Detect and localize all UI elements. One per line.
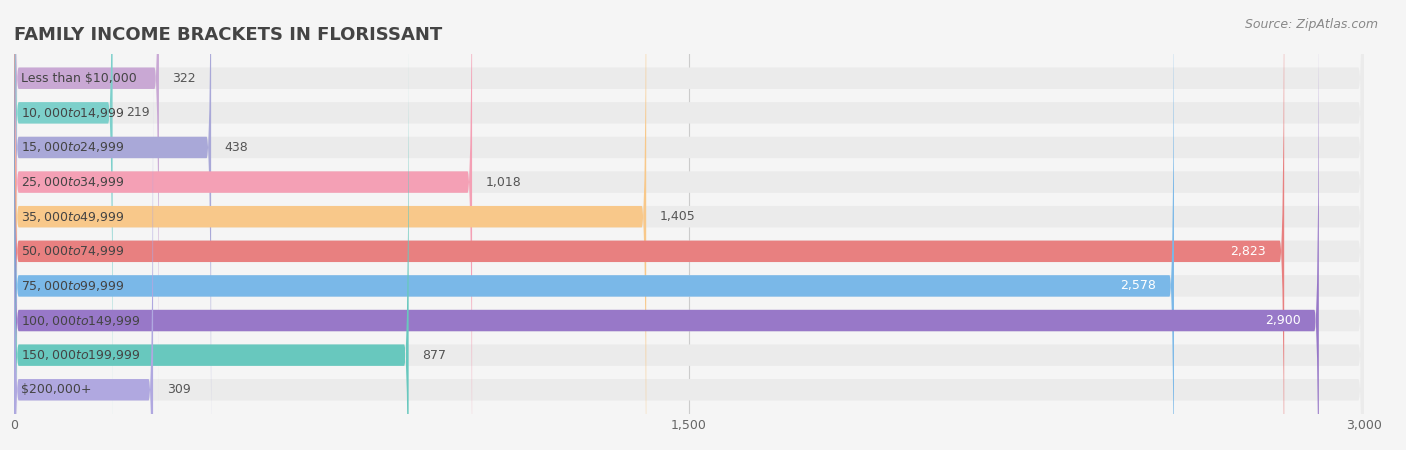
FancyBboxPatch shape bbox=[14, 54, 153, 450]
Text: 2,823: 2,823 bbox=[1230, 245, 1267, 258]
FancyBboxPatch shape bbox=[14, 0, 472, 450]
Text: $15,000 to $24,999: $15,000 to $24,999 bbox=[21, 140, 124, 154]
Text: 438: 438 bbox=[225, 141, 249, 154]
FancyBboxPatch shape bbox=[14, 0, 1284, 450]
Text: $35,000 to $49,999: $35,000 to $49,999 bbox=[21, 210, 124, 224]
FancyBboxPatch shape bbox=[14, 0, 1364, 450]
FancyBboxPatch shape bbox=[14, 0, 1364, 450]
FancyBboxPatch shape bbox=[14, 0, 1364, 450]
Text: FAMILY INCOME BRACKETS IN FLORISSANT: FAMILY INCOME BRACKETS IN FLORISSANT bbox=[14, 26, 443, 44]
Text: 1,018: 1,018 bbox=[485, 176, 522, 189]
Text: 309: 309 bbox=[166, 383, 190, 396]
Text: $75,000 to $99,999: $75,000 to $99,999 bbox=[21, 279, 124, 293]
Text: Source: ZipAtlas.com: Source: ZipAtlas.com bbox=[1244, 18, 1378, 31]
FancyBboxPatch shape bbox=[14, 0, 1364, 450]
Text: $50,000 to $74,999: $50,000 to $74,999 bbox=[21, 244, 124, 258]
FancyBboxPatch shape bbox=[14, 20, 409, 450]
Text: 2,578: 2,578 bbox=[1121, 279, 1156, 292]
FancyBboxPatch shape bbox=[14, 0, 1364, 450]
FancyBboxPatch shape bbox=[14, 0, 159, 414]
Text: $10,000 to $14,999: $10,000 to $14,999 bbox=[21, 106, 124, 120]
Text: 2,900: 2,900 bbox=[1265, 314, 1301, 327]
FancyBboxPatch shape bbox=[14, 0, 647, 450]
FancyBboxPatch shape bbox=[14, 0, 1364, 450]
Text: $25,000 to $34,999: $25,000 to $34,999 bbox=[21, 175, 124, 189]
FancyBboxPatch shape bbox=[14, 0, 211, 450]
Text: 322: 322 bbox=[173, 72, 195, 85]
FancyBboxPatch shape bbox=[14, 0, 1174, 450]
FancyBboxPatch shape bbox=[14, 0, 1364, 450]
FancyBboxPatch shape bbox=[14, 0, 1364, 450]
Text: $200,000+: $200,000+ bbox=[21, 383, 91, 396]
Text: $150,000 to $199,999: $150,000 to $199,999 bbox=[21, 348, 141, 362]
FancyBboxPatch shape bbox=[14, 0, 112, 448]
FancyBboxPatch shape bbox=[14, 0, 1319, 450]
FancyBboxPatch shape bbox=[14, 0, 1364, 450]
Text: Less than $10,000: Less than $10,000 bbox=[21, 72, 136, 85]
Text: $100,000 to $149,999: $100,000 to $149,999 bbox=[21, 314, 141, 328]
FancyBboxPatch shape bbox=[14, 0, 1364, 450]
Text: 1,405: 1,405 bbox=[659, 210, 696, 223]
Text: 877: 877 bbox=[422, 349, 446, 362]
Text: 219: 219 bbox=[127, 106, 149, 119]
